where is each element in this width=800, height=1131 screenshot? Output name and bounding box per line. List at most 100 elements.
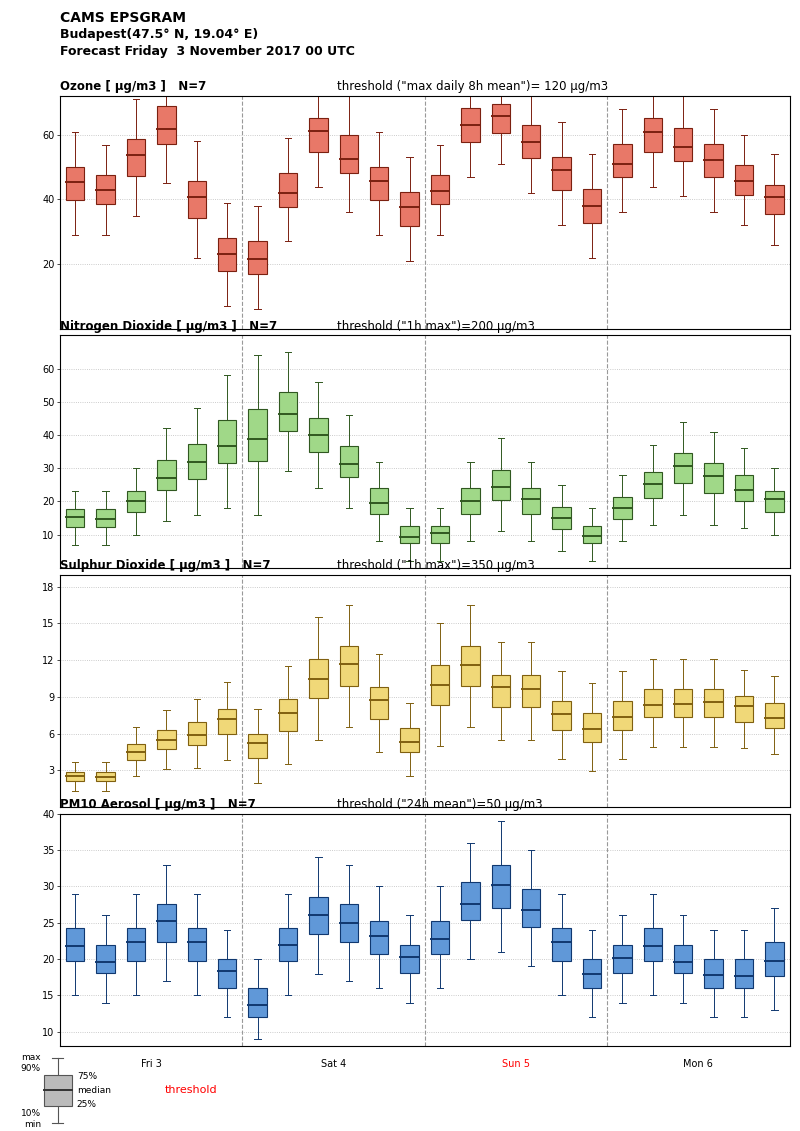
Text: min: min: [24, 1120, 41, 1129]
Text: threshold: threshold: [165, 1086, 218, 1095]
Bar: [462, 489, 479, 515]
Bar: [705, 463, 722, 493]
Bar: [249, 988, 266, 1017]
Bar: [218, 959, 236, 987]
Text: CAMS EPSGRAM: CAMS EPSGRAM: [60, 11, 186, 25]
Bar: [553, 927, 570, 961]
Bar: [66, 509, 84, 527]
Bar: [188, 723, 206, 744]
Bar: [674, 944, 692, 973]
Bar: [218, 238, 236, 271]
Bar: [66, 166, 84, 200]
Bar: [431, 526, 449, 543]
Bar: [188, 444, 206, 478]
Bar: [340, 904, 358, 942]
Bar: [583, 189, 601, 223]
Bar: [522, 489, 540, 515]
Bar: [97, 771, 114, 782]
Bar: [158, 459, 175, 490]
Text: Mon 6: Mon 6: [683, 580, 714, 590]
Bar: [553, 507, 570, 529]
Text: Fri 3: Fri 3: [141, 342, 162, 352]
Bar: [553, 701, 570, 729]
Text: median: median: [77, 1086, 110, 1095]
Bar: [158, 904, 175, 942]
Bar: [492, 104, 510, 133]
Text: Mon 6: Mon 6: [683, 1059, 714, 1069]
Bar: [614, 498, 631, 519]
Text: Sat 4: Sat 4: [321, 342, 346, 352]
Bar: [766, 702, 783, 728]
Bar: [583, 714, 601, 742]
Bar: [340, 447, 358, 476]
Text: Sat 4: Sat 4: [321, 580, 346, 590]
Bar: [249, 241, 266, 275]
Text: Sun 5: Sun 5: [502, 1059, 530, 1069]
Bar: [127, 491, 145, 512]
Text: Sun 5: Sun 5: [502, 820, 530, 830]
Bar: [340, 136, 358, 173]
Bar: [705, 959, 722, 987]
Text: Forecast Friday  3 November 2017 00 UTC: Forecast Friday 3 November 2017 00 UTC: [60, 45, 355, 58]
Text: Sulphur Dioxide [ μg/m3 ]   N=7: Sulphur Dioxide [ μg/m3 ] N=7: [60, 559, 270, 572]
Bar: [644, 927, 662, 961]
Bar: [644, 689, 662, 717]
Bar: [492, 675, 510, 707]
Bar: [735, 475, 753, 501]
Text: Fri 3: Fri 3: [141, 820, 162, 830]
Bar: [370, 688, 388, 719]
Bar: [431, 665, 449, 705]
Text: Sat 4: Sat 4: [321, 820, 346, 830]
Bar: [583, 526, 601, 543]
Bar: [370, 489, 388, 515]
Bar: [370, 166, 388, 200]
Bar: [431, 175, 449, 205]
Text: Budapest(47.5° N, 19.04° E): Budapest(47.5° N, 19.04° E): [60, 28, 258, 41]
Bar: [674, 689, 692, 717]
Text: Fri 3: Fri 3: [141, 1059, 162, 1069]
Bar: [279, 392, 297, 431]
Text: Sun 5: Sun 5: [502, 580, 530, 590]
Bar: [218, 709, 236, 734]
Bar: [462, 882, 479, 920]
Bar: [674, 454, 692, 483]
Text: Ozone [ μg/m3 ]   N=7: Ozone [ μg/m3 ] N=7: [60, 80, 206, 94]
Bar: [522, 675, 540, 707]
Bar: [127, 927, 145, 961]
Text: Mon 6: Mon 6: [683, 820, 714, 830]
Text: threshold ("1h max")=200 μg/m3: threshold ("1h max")=200 μg/m3: [338, 320, 535, 333]
Bar: [644, 472, 662, 498]
Bar: [249, 734, 266, 758]
Text: 90%: 90%: [21, 1064, 41, 1073]
Bar: [766, 942, 783, 976]
Bar: [462, 109, 479, 143]
Bar: [310, 897, 327, 934]
Text: Fri 3: Fri 3: [141, 580, 162, 590]
Bar: [97, 944, 114, 973]
Text: threshold ("24h mean")=50 μg/m3: threshold ("24h mean")=50 μg/m3: [338, 798, 543, 811]
Bar: [249, 409, 266, 460]
Text: threshold ("max daily 8h mean")= 120 μg/m3: threshold ("max daily 8h mean")= 120 μg/…: [338, 80, 608, 94]
Bar: [188, 181, 206, 218]
Bar: [218, 420, 236, 464]
Text: Sat 4: Sat 4: [321, 1059, 346, 1069]
Text: max: max: [22, 1053, 41, 1062]
Bar: [127, 139, 145, 176]
Bar: [279, 927, 297, 961]
Bar: [553, 157, 570, 190]
Bar: [310, 118, 327, 152]
Bar: [310, 417, 327, 452]
Bar: [401, 727, 418, 752]
Text: 25%: 25%: [77, 1099, 97, 1108]
Bar: [766, 184, 783, 214]
Text: Mon 6: Mon 6: [683, 342, 714, 352]
Bar: [614, 944, 631, 973]
Bar: [66, 771, 84, 782]
Bar: [705, 689, 722, 717]
Bar: [735, 697, 753, 722]
Bar: [614, 144, 631, 178]
Bar: [127, 744, 145, 760]
Text: Nitrogen Dioxide [ μg/m3 ]   N=7: Nitrogen Dioxide [ μg/m3 ] N=7: [60, 320, 277, 333]
Bar: [674, 128, 692, 162]
Text: 75%: 75%: [77, 1072, 97, 1081]
